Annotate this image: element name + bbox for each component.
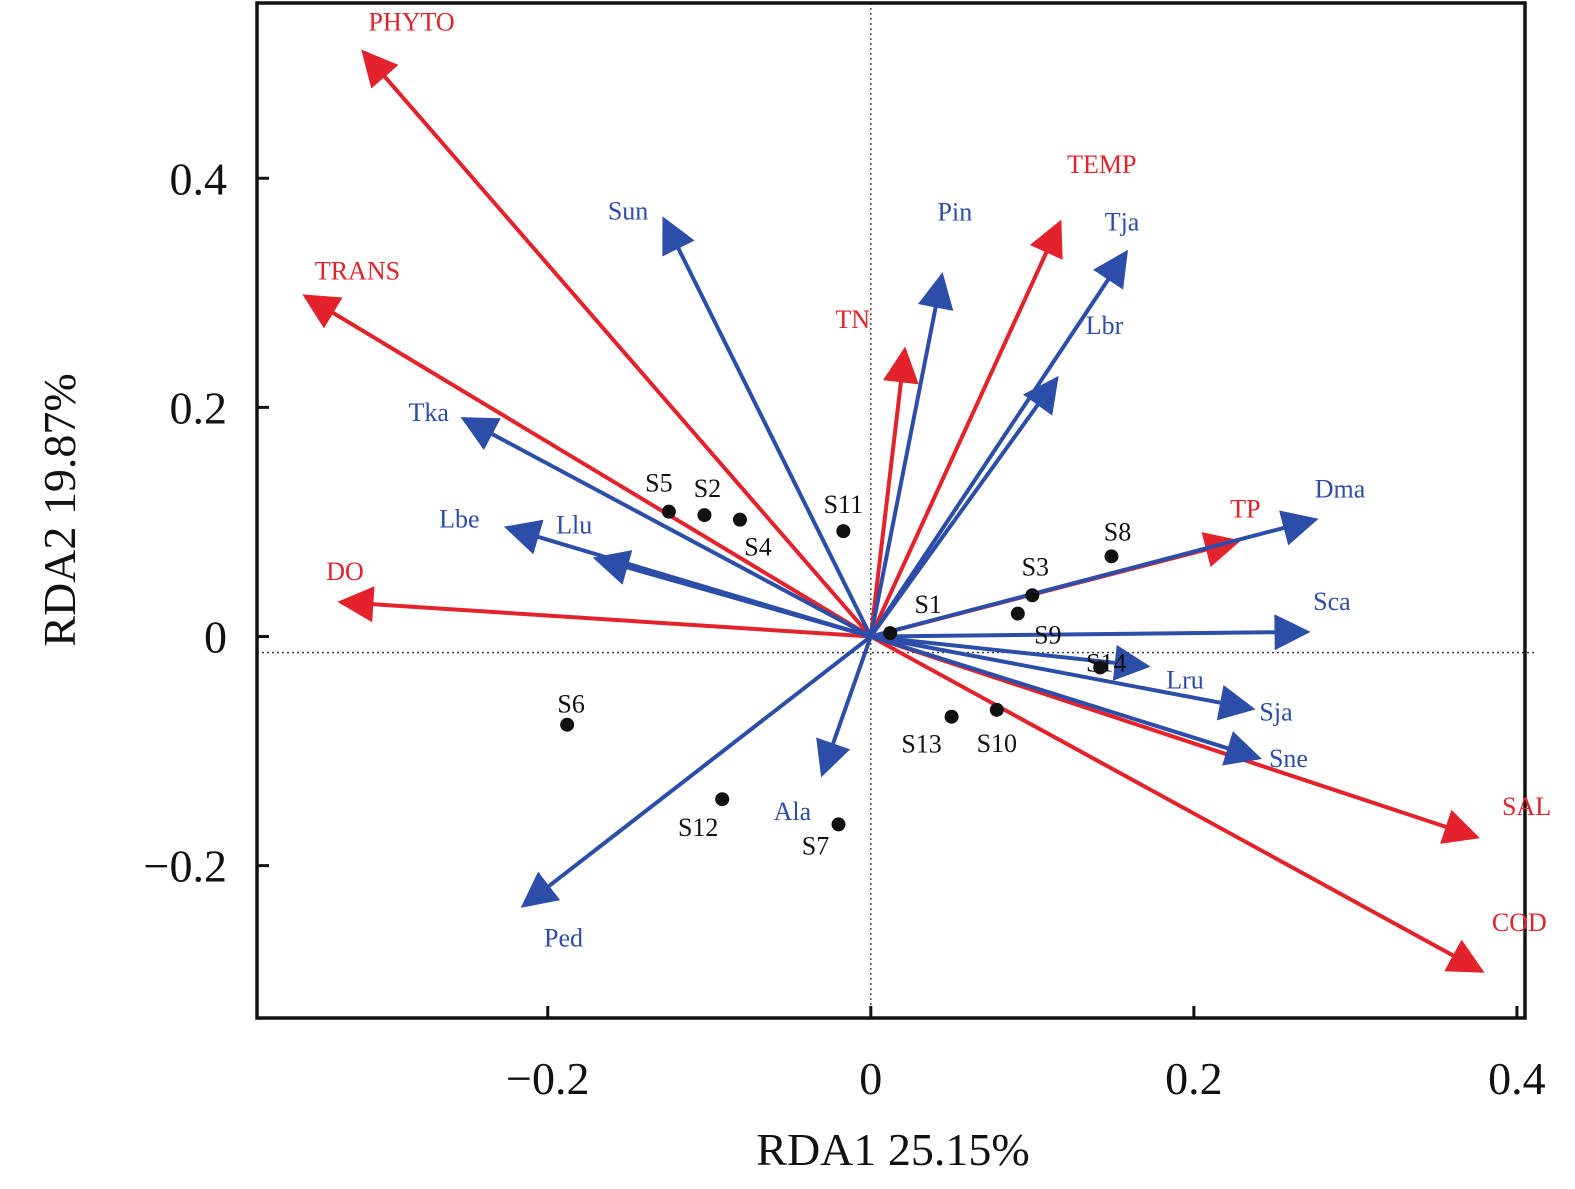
site-label-s3: S3 xyxy=(1022,552,1049,581)
temp-arrow xyxy=(868,219,1063,638)
tka-arrow xyxy=(460,417,872,639)
site-point-s11 xyxy=(836,524,851,539)
lru-label: Lru xyxy=(1166,665,1204,694)
sun-label: Sun xyxy=(608,197,648,226)
sne-label: Sne xyxy=(1269,744,1308,773)
dma-arrow xyxy=(870,510,1319,639)
ala-label: Ala xyxy=(774,797,812,826)
cod-label: COD xyxy=(1492,908,1547,937)
site-point-s7 xyxy=(831,817,846,832)
site-point-s13 xyxy=(944,709,959,724)
site-point-s4 xyxy=(732,512,747,527)
ped-arrow xyxy=(520,634,873,908)
sun-arrow xyxy=(662,216,873,638)
x-tick-label: 0.4 xyxy=(1488,1053,1546,1104)
site-point-s12 xyxy=(715,792,730,807)
trans-label: TRANS xyxy=(315,256,400,285)
ala-arrow xyxy=(816,635,873,778)
cod-arrow xyxy=(869,634,1485,973)
site-label-s13: S13 xyxy=(901,730,941,759)
lbe-label: Lbe xyxy=(439,505,479,534)
llu-label: Llu xyxy=(556,511,592,540)
site-point-s9 xyxy=(1010,606,1025,621)
sca-label: Sca xyxy=(1313,587,1351,616)
y-tick-label: 0.2 xyxy=(170,382,228,433)
x-tick-label: 0 xyxy=(859,1053,882,1104)
ped-label: Ped xyxy=(544,924,583,953)
temp-label: TEMP xyxy=(1067,150,1136,179)
site-point-s1 xyxy=(883,626,898,641)
y-tick-label: 0.4 xyxy=(170,153,228,204)
site-label-s14: S14 xyxy=(1086,648,1126,677)
tja-label: Tja xyxy=(1105,208,1140,237)
site-point-s10 xyxy=(989,702,1004,717)
site-point-s14 xyxy=(1093,660,1108,675)
site-label-s9: S9 xyxy=(1034,621,1061,650)
sal-label: SAL xyxy=(1502,792,1551,821)
lbr-label: Lbr xyxy=(1086,311,1124,340)
tn-arrow xyxy=(868,346,919,637)
dma-label: Dma xyxy=(1315,475,1366,504)
site-label-s2: S2 xyxy=(694,474,721,503)
tka-label: Tka xyxy=(409,398,450,427)
x-axis-title: RDA1 25.15% xyxy=(756,1124,1029,1175)
sne-arrow xyxy=(870,634,1262,766)
plot-frame xyxy=(255,1,1527,1020)
tn-label: TN xyxy=(835,305,870,334)
site-label-s12: S12 xyxy=(678,813,718,842)
sja-arrow xyxy=(870,634,1256,721)
site-label-s8: S8 xyxy=(1104,517,1131,546)
site-label-s6: S6 xyxy=(557,690,584,719)
phyto-arrow xyxy=(361,49,873,638)
phyto-label: PHYTO xyxy=(369,7,455,36)
x-tick-label: −0.2 xyxy=(506,1053,589,1104)
y-tick-label: −0.2 xyxy=(144,841,227,892)
pin-label: Pin xyxy=(938,198,973,227)
trans-arrow xyxy=(302,294,872,639)
site-label-s11: S11 xyxy=(824,490,864,519)
llu-arrow xyxy=(592,550,872,639)
y-axis-title: RDA2 19.87% xyxy=(34,373,85,646)
sja-label: Sja xyxy=(1259,698,1293,727)
tja-arrow xyxy=(869,249,1129,638)
site-point-s2 xyxy=(697,508,712,523)
site-point-s8 xyxy=(1104,549,1119,564)
site-label-s5: S5 xyxy=(645,469,672,498)
site-label-s7: S7 xyxy=(802,831,829,860)
do-arrow xyxy=(337,586,871,639)
site-label-s4: S4 xyxy=(744,533,771,562)
site-label-s1: S1 xyxy=(914,590,941,619)
sca-arrow xyxy=(870,614,1311,651)
lbr-arrow xyxy=(869,375,1059,638)
site-point-s3 xyxy=(1025,588,1040,603)
site-point-s6 xyxy=(560,717,575,732)
do-label: DO xyxy=(326,557,364,586)
site-label-s10: S10 xyxy=(977,729,1017,758)
x-tick-label: 0.2 xyxy=(1165,1053,1223,1104)
pin-arrow xyxy=(868,272,954,637)
y-tick-label: 0 xyxy=(204,612,227,663)
site-point-s5 xyxy=(661,504,676,519)
tp-label: TP xyxy=(1230,494,1260,523)
